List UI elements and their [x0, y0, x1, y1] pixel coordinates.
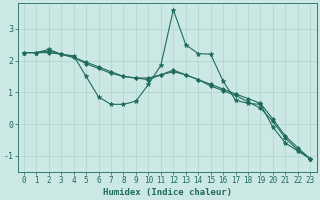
X-axis label: Humidex (Indice chaleur): Humidex (Indice chaleur) [103, 188, 232, 197]
